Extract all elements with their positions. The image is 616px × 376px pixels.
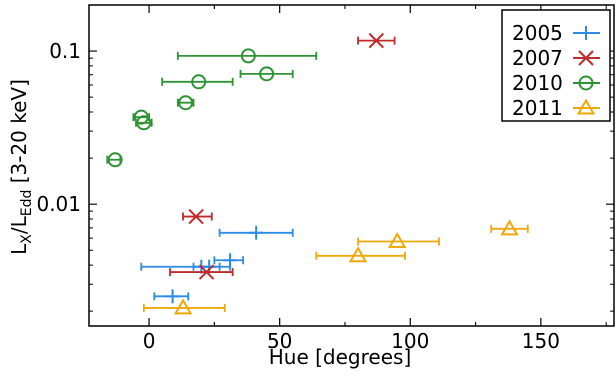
data-point	[173, 298, 193, 315]
axes: 0 50 100 150 0.01 0.1	[36, 4, 615, 353]
series-2011	[142, 219, 529, 315]
x-tick-label: 50	[267, 329, 292, 353]
data-point	[240, 48, 256, 64]
legend-marker	[576, 98, 596, 115]
data-point	[198, 264, 215, 280]
data-point	[107, 152, 123, 168]
data-point	[259, 66, 275, 82]
error-bar	[315, 251, 406, 260]
error-bar	[490, 224, 529, 233]
data-point	[387, 232, 407, 249]
legend-marker	[579, 26, 593, 40]
series-2005	[140, 225, 294, 304]
legend-marker	[578, 75, 594, 91]
data-point	[188, 208, 204, 225]
error-bar	[176, 51, 318, 60]
y-axis-label: LX/LEdd [3-20 keV]	[7, 79, 35, 255]
data-point	[368, 32, 385, 49]
data-point	[178, 95, 194, 111]
error-bar	[169, 268, 234, 277]
legend-label: 2007	[512, 46, 563, 70]
error-bar	[135, 118, 153, 127]
x-tick-label: 100	[391, 329, 429, 353]
axes-frame	[88, 4, 615, 327]
error-bar	[239, 69, 294, 78]
data-point	[500, 219, 519, 236]
x-axis-label: Hue [degrees]	[269, 345, 412, 369]
plot-area	[106, 32, 529, 315]
data-point	[191, 74, 207, 90]
legend-label: 2011	[512, 96, 563, 120]
legend-box	[501, 9, 611, 122]
error-bar	[142, 303, 226, 312]
data-point	[136, 115, 152, 131]
data-point	[348, 246, 368, 263]
series-2007	[169, 32, 396, 280]
x-tick-label: 0	[143, 329, 156, 353]
series-2010	[106, 48, 318, 168]
legend-label: 2005	[512, 21, 563, 45]
legend-marker	[578, 50, 594, 66]
x-tick-label: 150	[522, 329, 560, 353]
data-point	[223, 253, 238, 268]
error-bar	[357, 237, 440, 246]
data-point	[249, 225, 264, 240]
legend-label: 2010	[512, 71, 563, 95]
error-bar	[176, 98, 195, 107]
error-bar	[161, 77, 234, 86]
data-point	[165, 289, 180, 304]
y-tick-label: 0.01	[36, 192, 81, 216]
y-tick-label: 0.1	[49, 39, 81, 63]
